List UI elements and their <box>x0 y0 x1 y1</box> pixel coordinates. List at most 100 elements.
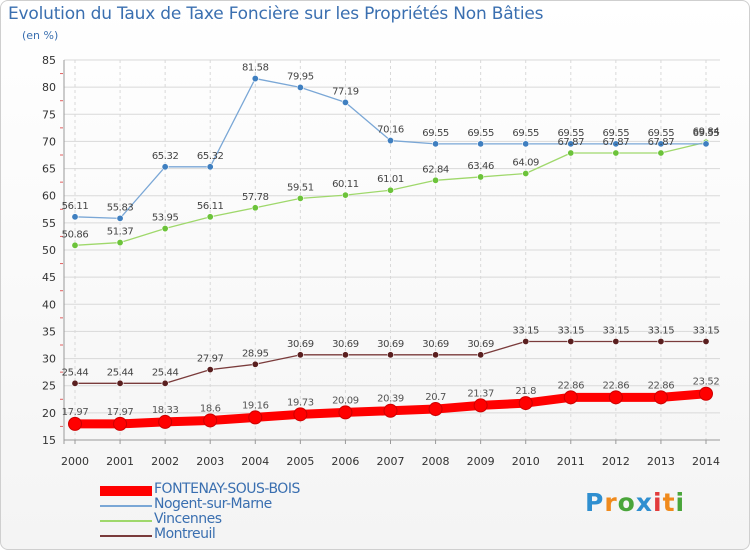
data-label: 67.87 <box>648 137 675 148</box>
proxiti-logo: Proxiti <box>585 488 685 517</box>
data-label: 69.55 <box>557 128 584 139</box>
data-point <box>699 386 713 401</box>
data-label: 30.69 <box>377 339 404 350</box>
x-tick-label: 2004 <box>241 455 269 468</box>
data-point <box>116 239 124 247</box>
data-point <box>702 337 710 345</box>
data-label: 60.11 <box>332 179 359 190</box>
x-tick-label: 2008 <box>422 455 450 468</box>
data-point <box>206 366 214 374</box>
x-tick-label: 2011 <box>557 455 585 468</box>
data-label: 55.83 <box>107 202 134 213</box>
y-tick-label: 75 <box>42 108 56 121</box>
data-point <box>296 194 304 202</box>
logo-letter: r <box>604 488 618 517</box>
data-point <box>612 337 620 345</box>
data-label: 50.86 <box>62 229 89 240</box>
data-label: 56.11 <box>197 201 224 212</box>
x-tick-labels: 2000 2001 2002 2003 2004 2005 2006 2007 2008 2009… <box>61 455 720 468</box>
data-point <box>428 402 443 417</box>
data-point <box>248 410 263 425</box>
legend-swatch <box>100 505 152 507</box>
series-lines <box>68 75 713 431</box>
data-label: 20.7 <box>425 392 446 403</box>
y-tick-label: 55 <box>42 217 56 230</box>
data-label: 30.69 <box>332 339 359 350</box>
data-point <box>71 213 79 221</box>
data-point <box>341 351 349 359</box>
data-label: 53.95 <box>152 213 179 224</box>
data-point <box>608 390 623 405</box>
data-point <box>567 140 575 148</box>
data-label: 21.37 <box>467 388 494 399</box>
data-point <box>296 351 304 359</box>
data-point <box>477 140 485 148</box>
logo-letter: o <box>617 488 636 517</box>
y-tick-label: 50 <box>42 244 56 257</box>
data-label: 67.87 <box>603 137 630 148</box>
data-label: 28.95 <box>242 348 269 359</box>
series-line <box>74 77 707 220</box>
data-label: 59.51 <box>287 182 314 193</box>
data-label: 69.55 <box>603 128 630 139</box>
data-point <box>657 337 665 345</box>
data-label: 33.15 <box>603 325 630 336</box>
logo-letter: i <box>675 488 686 517</box>
y-tick-label: 15 <box>42 434 56 447</box>
data-point <box>251 75 259 83</box>
data-label: 27.97 <box>197 354 224 365</box>
data-point <box>161 225 169 233</box>
logo-letter: t <box>662 488 676 517</box>
y-tick-label: 85 <box>42 54 56 67</box>
data-label: 25.44 <box>152 367 179 378</box>
data-point <box>296 83 304 91</box>
data-label: 22.86 <box>603 380 630 391</box>
data-label: 57.78 <box>242 192 269 203</box>
data-point <box>473 398 488 413</box>
legend-label: FONTENAY-SOUS-BOIS <box>154 481 300 497</box>
data-point <box>563 390 578 405</box>
x-tick-label: 2002 <box>151 455 179 468</box>
y-tick-label: 40 <box>42 298 56 311</box>
data-point <box>338 405 353 420</box>
legend-swatch <box>100 520 152 522</box>
data-label: 19.16 <box>242 400 269 411</box>
data-point <box>383 403 398 418</box>
data-label: 63.46 <box>467 161 494 172</box>
data-point <box>113 416 128 431</box>
data-label: 67.87 <box>557 137 584 148</box>
data-point <box>386 186 394 194</box>
data-point <box>522 170 530 178</box>
x-tick-label: 2009 <box>467 455 495 468</box>
data-point <box>432 140 440 148</box>
data-label: 64.09 <box>512 158 539 169</box>
data-label: 65.32 <box>197 151 224 162</box>
y-tick-label: 65 <box>42 163 56 176</box>
data-label: 25.44 <box>62 367 89 378</box>
data-label: 65.32 <box>152 151 179 162</box>
data-point <box>71 379 79 387</box>
y-tick-label: 60 <box>42 190 56 203</box>
data-point <box>161 163 169 171</box>
data-point <box>203 413 218 428</box>
data-point <box>567 337 575 345</box>
x-tick-label: 2003 <box>196 455 224 468</box>
data-label: 77.19 <box>332 86 359 97</box>
data-label: 19.73 <box>287 397 314 408</box>
data-label: 56.11 <box>62 201 89 212</box>
x-tick-label: 2012 <box>602 455 630 468</box>
x-tick-label: 2001 <box>106 455 134 468</box>
data-point <box>341 98 349 106</box>
data-label: 69.55 <box>693 128 720 139</box>
y-tick-label: 45 <box>42 271 56 284</box>
data-label: 21.8 <box>515 386 536 397</box>
legend-label: Vincennes <box>154 511 222 527</box>
data-label: 70.16 <box>377 125 404 136</box>
data-point <box>657 149 665 157</box>
legend-swatch <box>100 535 152 537</box>
data-point <box>477 173 485 181</box>
y-tick-label: 25 <box>42 380 56 393</box>
data-label: 22.86 <box>557 380 584 391</box>
data-label: 69.84 <box>693 126 720 137</box>
data-point <box>206 213 214 221</box>
